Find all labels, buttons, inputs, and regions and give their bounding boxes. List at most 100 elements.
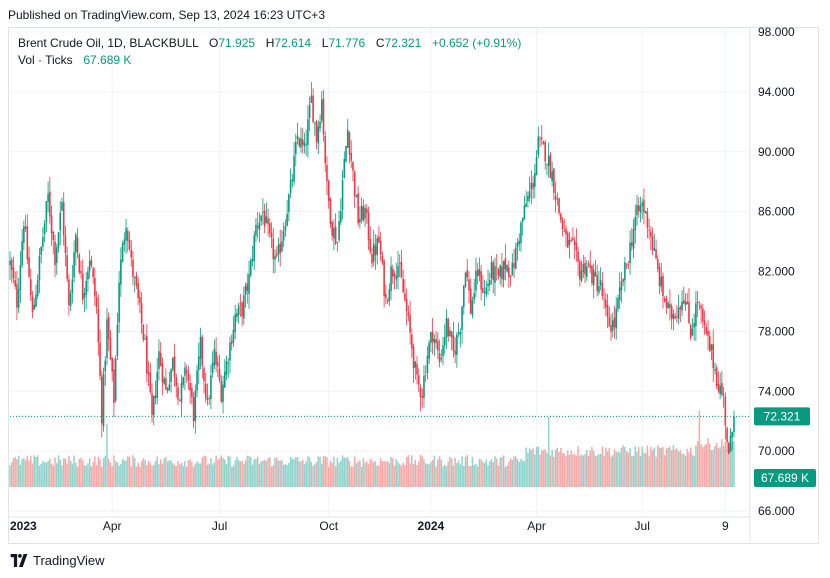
candle-body <box>21 241 23 266</box>
volume-bar <box>393 466 396 487</box>
candle-body <box>502 261 505 280</box>
volume-bar <box>26 455 29 487</box>
candle-body <box>180 382 183 403</box>
volume-bar <box>651 449 654 487</box>
volume-bar <box>284 464 287 487</box>
candle-body <box>669 304 671 308</box>
candle-body <box>194 390 197 422</box>
x-tick-label: Jul <box>635 519 650 533</box>
volume-bar <box>159 459 162 487</box>
candle-body <box>168 384 171 390</box>
volume-bar <box>655 456 657 487</box>
volume-bar <box>601 446 604 487</box>
volume-bar <box>222 457 224 487</box>
volume-bar <box>113 455 115 487</box>
candle-body <box>566 232 569 248</box>
candle-body <box>504 258 507 270</box>
candle-body <box>29 279 32 296</box>
volume-bar <box>534 454 536 487</box>
candle-body <box>154 395 157 398</box>
volume-bar <box>281 460 283 487</box>
volume-bar <box>81 460 84 487</box>
candle-body <box>308 104 311 118</box>
volume-bar <box>509 458 512 487</box>
candle-body <box>350 153 353 161</box>
volume-bar <box>80 457 82 487</box>
candle-body <box>708 336 711 352</box>
candle-body <box>672 314 675 320</box>
last-price-label: 72.321 <box>764 409 801 423</box>
volume-bar <box>390 456 392 487</box>
volume-bar <box>518 462 520 487</box>
candle-body <box>490 261 493 279</box>
candle-body <box>355 195 358 198</box>
footer-brand[interactable]: TradingView <box>10 553 105 568</box>
volume-bar <box>348 460 351 487</box>
candle-body <box>497 269 500 276</box>
candle-body <box>443 336 446 346</box>
volume-bar <box>64 458 67 487</box>
candle-body <box>10 259 13 270</box>
legend-volume-label[interactable]: Vol · Ticks <box>18 53 73 67</box>
candle-body <box>92 268 94 278</box>
candle-body <box>682 300 685 304</box>
volume-bar <box>357 461 359 487</box>
volume-bar <box>201 457 204 487</box>
volume-bar <box>267 458 269 487</box>
volume-bar <box>321 463 323 487</box>
volume-bar <box>275 457 278 487</box>
candle-body <box>372 243 375 262</box>
candle-body <box>163 378 165 384</box>
volume-bar <box>657 445 659 487</box>
candle-body <box>577 251 579 262</box>
candle-body <box>118 282 120 323</box>
legend-symbol[interactable]: Brent Crude Oil, 1D, BLACKBULL <box>18 36 199 50</box>
volume-bar <box>416 464 418 487</box>
volume-bar <box>153 465 155 487</box>
volume-bar <box>459 464 462 487</box>
candle-body <box>625 263 628 265</box>
last-volume-label: 67.689 K <box>761 471 809 485</box>
candle-body <box>605 299 607 308</box>
volume-bar <box>639 455 642 487</box>
candle-body <box>26 226 29 260</box>
candle-body <box>85 281 88 295</box>
candle-body <box>71 279 74 293</box>
candle-body <box>712 344 715 369</box>
volume-bar <box>395 459 397 487</box>
volume-bar <box>215 455 217 487</box>
volume-bar <box>312 465 314 487</box>
volume-bar <box>85 465 87 487</box>
volume-bar <box>234 460 236 487</box>
volume-bar <box>398 464 401 487</box>
candle-body <box>272 238 275 259</box>
volume-bar <box>78 458 81 487</box>
volume-bar <box>508 461 510 487</box>
candle-body <box>320 99 323 121</box>
volume-bar <box>502 455 505 487</box>
volume-bar <box>412 464 415 487</box>
volume-bar <box>686 449 688 487</box>
candle-body <box>277 244 280 255</box>
candle-body <box>90 259 93 266</box>
volume-bar <box>324 455 326 487</box>
candle-body <box>289 180 292 193</box>
volume-bar <box>94 456 96 487</box>
volume-bar <box>532 448 534 487</box>
candle-body <box>100 376 103 424</box>
candle-body <box>421 396 424 398</box>
volume-bar <box>175 465 178 487</box>
volume-bar <box>16 459 18 487</box>
volume-bar <box>338 462 340 487</box>
candle-body <box>391 268 394 277</box>
candle-body <box>33 304 36 310</box>
candle-body <box>12 267 15 279</box>
volume-bar <box>30 455 32 487</box>
volume-bar <box>217 459 219 487</box>
volume-bar <box>722 445 725 487</box>
candle-body <box>275 254 278 256</box>
volume-bar <box>289 456 292 487</box>
volume-bar <box>719 447 721 487</box>
volume-bar <box>409 463 411 487</box>
